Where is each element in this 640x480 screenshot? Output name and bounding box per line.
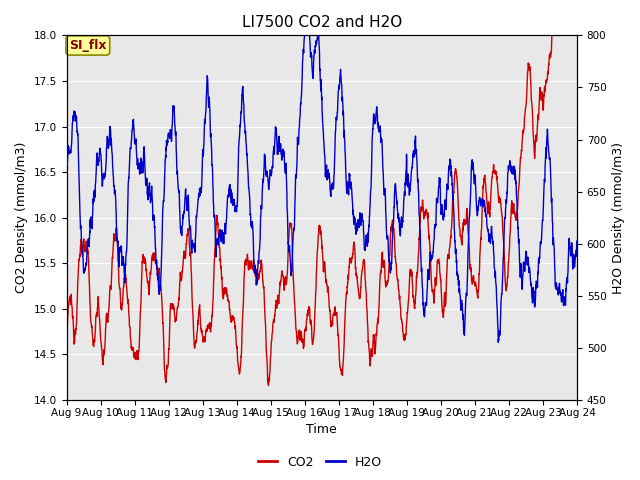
Legend: CO2, H2O: CO2, H2O [253, 451, 387, 474]
Title: LI7500 CO2 and H2O: LI7500 CO2 and H2O [242, 15, 402, 30]
Y-axis label: CO2 Density (mmol/m3): CO2 Density (mmol/m3) [15, 142, 28, 293]
Y-axis label: H2O Density (mmol/m3): H2O Density (mmol/m3) [612, 142, 625, 294]
Text: SI_flx: SI_flx [69, 39, 107, 52]
X-axis label: Time: Time [307, 423, 337, 436]
